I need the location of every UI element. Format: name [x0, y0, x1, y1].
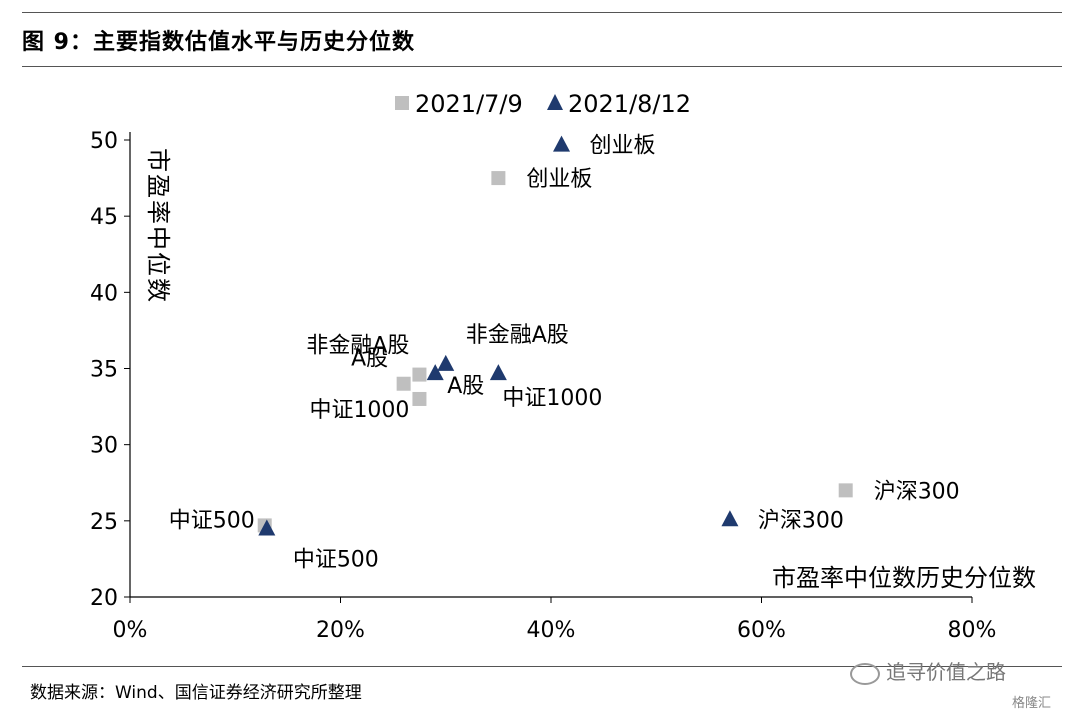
wechat-icon	[850, 662, 880, 685]
title-rule-top	[22, 12, 1062, 13]
legend-marker-triangle	[547, 94, 563, 110]
point-label: 沪深300	[758, 508, 844, 533]
y-tick-label: 30	[90, 434, 118, 459]
point-label: A股	[351, 347, 388, 372]
x-tick-label: 60%	[737, 618, 786, 643]
title-rule-bottom	[22, 66, 1062, 67]
source-rule	[22, 666, 1062, 667]
point-label: 沪深300	[874, 479, 960, 504]
y-tick-label: 25	[90, 510, 118, 535]
watermark-text: 追寻价值之路	[886, 660, 1006, 684]
point-label: 中证500	[169, 508, 255, 533]
x-tick-label: 20%	[316, 618, 365, 643]
legend-label: 2021/8/12	[568, 90, 691, 118]
point-square	[412, 367, 427, 382]
point-triangle	[553, 135, 571, 152]
y-tick-label: 40	[90, 281, 118, 306]
scatter-chart: 20 25 30 35 40 45 50 0% 20% 40% 60% 80% 市盈率中位数市盈率中位数…	[90, 90, 1036, 643]
point-label: 中证500	[293, 547, 379, 572]
point-triangle	[489, 364, 507, 381]
x-axis-title: 市盈率中位数历史分位数	[772, 564, 1036, 592]
y-tick-label: 50	[90, 129, 118, 154]
point-square	[396, 376, 411, 391]
figure-title: 图 9：主要指数估值水平与历史分位数	[22, 30, 415, 55]
y-axis-title: 市盈率中位数	[144, 148, 172, 304]
point-square	[491, 171, 506, 186]
legend-label: 2021/7/9	[415, 90, 523, 118]
y-tick-label: 45	[90, 205, 118, 230]
y-tick-label: 20	[90, 586, 118, 611]
x-tick-label: 40%	[527, 618, 576, 643]
point-square	[412, 391, 427, 406]
brand-logo: 格隆汇	[1012, 696, 1052, 711]
source-note: 数据来源：Wind、国信证券经济研究所整理	[30, 683, 362, 703]
point-triangle	[426, 364, 444, 381]
watermark: 追寻价值之路	[850, 656, 1006, 685]
point-label: A股	[447, 374, 484, 399]
point-label: 非金融A股	[306, 334, 409, 359]
point-label: 非金融A股	[466, 323, 569, 348]
point-triangle	[721, 510, 739, 527]
point-triangle	[258, 519, 276, 536]
point-square	[838, 483, 853, 498]
x-tick-label: 0%	[113, 618, 148, 643]
legend-marker-square	[395, 96, 409, 110]
y-tick-label: 35	[90, 358, 118, 383]
point-label: 创业板	[526, 167, 592, 192]
point-label: 中证1000	[502, 386, 602, 411]
point-triangle	[437, 354, 455, 371]
point-label: 中证1000	[309, 398, 409, 423]
point-label: 创业板	[590, 134, 656, 159]
x-tick-label: 80%	[948, 618, 997, 643]
